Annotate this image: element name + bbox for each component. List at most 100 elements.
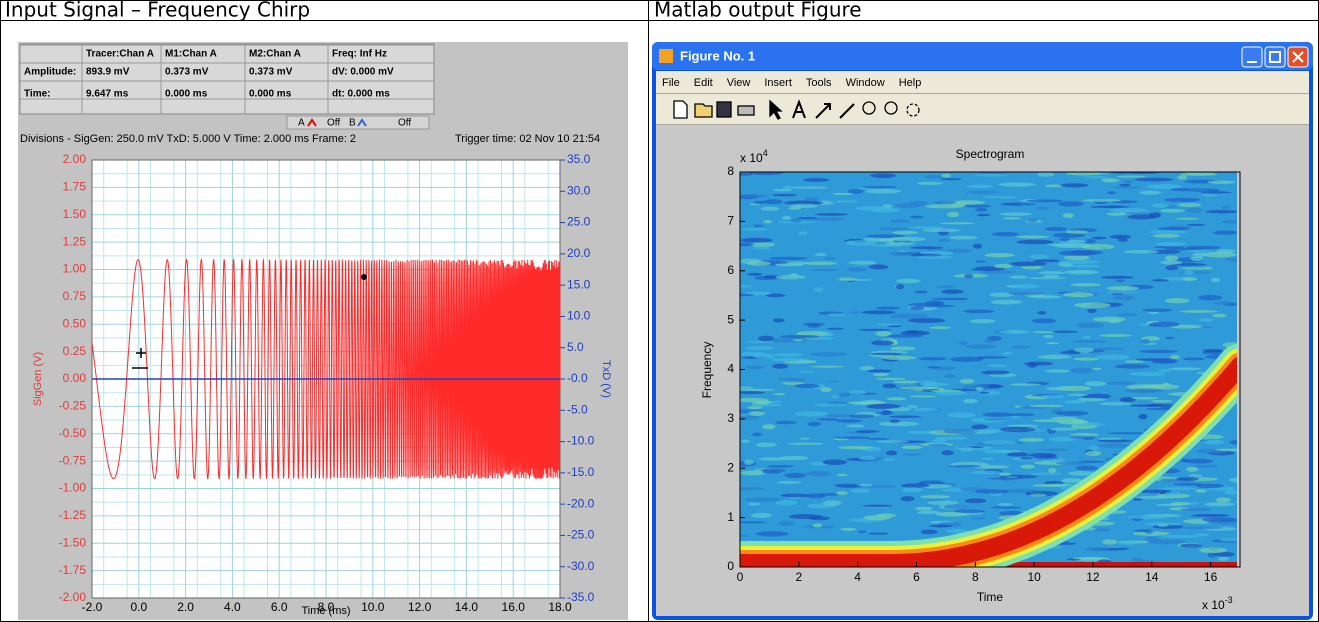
noise	[896, 284, 905, 290]
noise	[969, 319, 996, 324]
noise	[866, 403, 901, 409]
noise	[1007, 424, 1039, 427]
x-tick-label: 4.0	[224, 600, 241, 614]
noise	[879, 421, 919, 427]
noise	[804, 197, 820, 202]
noise	[788, 206, 802, 210]
noise	[1134, 495, 1174, 500]
noise	[1137, 414, 1148, 419]
noise	[1212, 313, 1227, 318]
noise	[1156, 241, 1187, 247]
noise	[1187, 223, 1206, 226]
noise	[1165, 205, 1178, 208]
noise	[863, 515, 891, 521]
menu-item[interactable]: View	[727, 77, 751, 89]
menu-item[interactable]: Insert	[764, 77, 792, 89]
noise	[839, 392, 850, 398]
noise	[1109, 208, 1148, 213]
menu-item[interactable]: Edit	[694, 77, 713, 89]
x-tick-label: 8.0	[318, 600, 335, 614]
noise	[973, 428, 1003, 434]
noise	[1033, 419, 1068, 423]
channel-a-icon	[307, 118, 317, 127]
y2-tick-label: -0.0	[567, 371, 588, 385]
minimize-button[interactable]	[1241, 46, 1263, 68]
noise	[809, 352, 847, 357]
noise	[915, 304, 956, 308]
noise	[882, 383, 897, 389]
noise	[908, 226, 945, 229]
noise	[1180, 458, 1189, 463]
y-axis-label: Frequency	[700, 342, 714, 399]
noise	[928, 524, 953, 528]
noise	[917, 181, 944, 185]
menu-item[interactable]: Tools	[806, 77, 832, 89]
y2-tick-label: -15.0	[567, 465, 595, 479]
noise	[1198, 318, 1214, 322]
new-icon[interactable]	[673, 100, 688, 119]
noise	[1164, 255, 1179, 261]
menu-item[interactable]: Help	[899, 77, 922, 89]
noise	[1153, 245, 1185, 249]
window-button-glyphs	[1247, 51, 1304, 63]
open-icon[interactable]	[694, 103, 713, 118]
noise	[1087, 308, 1097, 314]
menu-item[interactable]: File	[662, 77, 680, 89]
noise	[1060, 478, 1084, 483]
noise	[1081, 199, 1122, 202]
zoom-out-icon[interactable]	[884, 101, 898, 115]
zoom-in-icon[interactable]	[862, 101, 876, 115]
noise	[1009, 275, 1028, 279]
noise	[748, 410, 765, 416]
noise	[1094, 528, 1111, 532]
noise	[1145, 403, 1173, 407]
noise	[745, 365, 766, 369]
rotate-icon[interactable]	[906, 103, 920, 117]
noise	[740, 534, 749, 538]
noise	[878, 227, 909, 231]
maximize-button[interactable]	[1264, 46, 1286, 68]
y-multiplier-exponent: 4	[763, 148, 768, 158]
readout-column: Tracer:Chan A	[86, 49, 154, 60]
noise	[1116, 279, 1125, 283]
arrow-line-icon[interactable]	[815, 103, 831, 119]
status-line: Divisions - SigGen: 250.0 mV TxD: 5.000 …	[20, 133, 356, 145]
noise	[1124, 360, 1145, 363]
y-tick-label: 8	[727, 164, 734, 178]
noise	[1139, 349, 1179, 354]
noise	[859, 365, 875, 371]
noise	[1101, 539, 1118, 545]
y2-tick-label: 35.0	[567, 152, 591, 166]
y-multiplier-base: x 10	[740, 151, 763, 165]
noise	[875, 306, 901, 310]
noise	[1065, 264, 1102, 268]
readout-cell: 893.9 mV	[86, 67, 130, 78]
noise	[1062, 292, 1094, 298]
arrow-icon[interactable]	[769, 99, 783, 120]
noise	[914, 290, 928, 294]
noise	[1183, 357, 1205, 361]
noise	[909, 215, 924, 219]
noise	[1101, 178, 1120, 183]
text-icon[interactable]	[792, 99, 806, 119]
noise	[840, 527, 857, 531]
noise	[1063, 255, 1090, 261]
noise	[833, 483, 861, 487]
noise	[998, 182, 1036, 187]
menu-item[interactable]: Window	[846, 77, 885, 89]
noise	[1152, 233, 1181, 238]
noise	[740, 228, 769, 231]
noise	[797, 217, 819, 220]
noise	[1028, 453, 1058, 458]
noise	[772, 400, 782, 403]
noise	[752, 246, 771, 250]
line-icon[interactable]	[839, 103, 855, 119]
noise	[871, 340, 894, 346]
save-icon[interactable]	[716, 101, 732, 118]
noise	[931, 297, 969, 301]
print-icon[interactable]	[737, 105, 755, 116]
noise	[1072, 423, 1107, 427]
noise	[1060, 260, 1101, 264]
noise	[947, 412, 976, 418]
x-tick-label: 16.0	[502, 600, 526, 614]
